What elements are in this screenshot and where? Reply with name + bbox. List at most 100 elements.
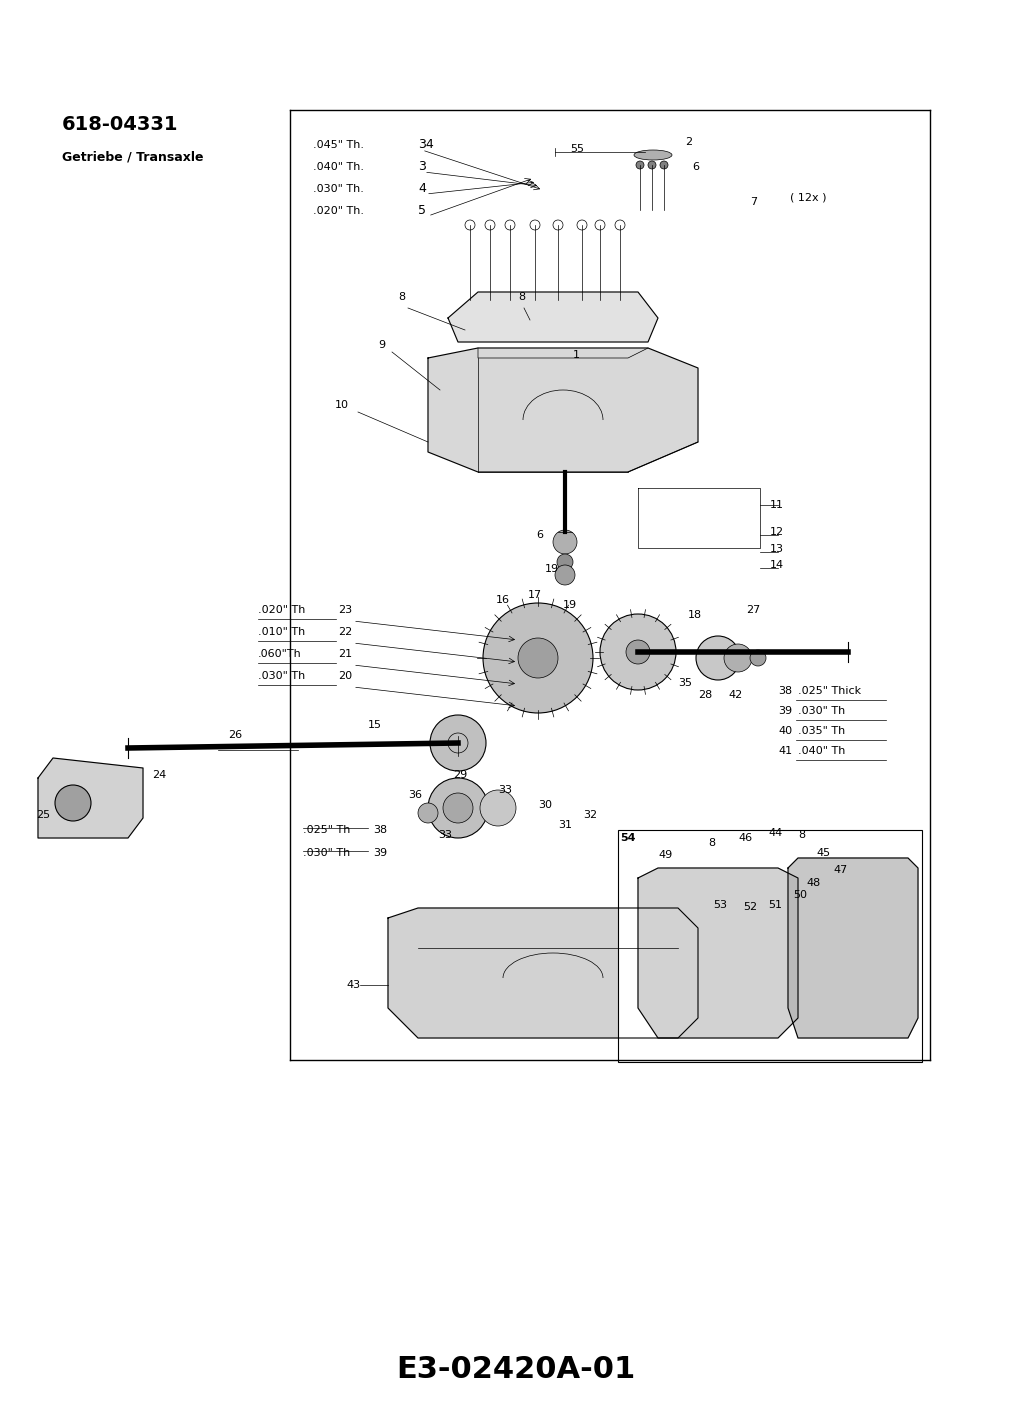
Text: 28: 28: [698, 691, 712, 701]
Circle shape: [648, 161, 656, 169]
Bar: [618, 830, 922, 1061]
Circle shape: [696, 637, 740, 681]
Text: 23: 23: [338, 605, 352, 615]
Text: 19: 19: [563, 600, 577, 610]
Text: 19: 19: [545, 564, 559, 574]
Circle shape: [557, 554, 573, 570]
Circle shape: [660, 161, 668, 169]
Text: .020" Th.: .020" Th.: [313, 206, 364, 216]
Text: .040" Th.: .040" Th.: [313, 162, 364, 172]
Text: 36: 36: [408, 790, 422, 800]
Text: E3-02420A-01: E3-02420A-01: [396, 1356, 636, 1384]
Text: 43: 43: [346, 980, 360, 990]
Text: .010" Th: .010" Th: [258, 627, 305, 637]
Text: 5: 5: [418, 205, 426, 217]
Text: .025" Thick: .025" Thick: [798, 686, 861, 696]
Text: .020" Th: .020" Th: [258, 605, 305, 615]
Text: 22: 22: [338, 627, 352, 637]
Text: ( 12x ): ( 12x ): [791, 192, 827, 202]
Text: 33: 33: [498, 784, 512, 794]
Text: 10: 10: [335, 399, 349, 411]
Text: 21: 21: [338, 649, 352, 659]
Circle shape: [518, 638, 558, 678]
Text: 40: 40: [778, 726, 793, 736]
Text: 25: 25: [36, 810, 51, 820]
Text: 47: 47: [833, 865, 847, 875]
Text: 46: 46: [738, 833, 752, 843]
Text: 9: 9: [378, 340, 385, 350]
Text: 38: 38: [778, 686, 793, 696]
Circle shape: [430, 715, 486, 772]
Text: 41: 41: [778, 746, 793, 756]
Text: 32: 32: [583, 810, 598, 820]
Text: 54: 54: [620, 833, 636, 843]
Text: 4: 4: [418, 182, 426, 195]
Circle shape: [553, 530, 577, 554]
Text: 55: 55: [570, 144, 584, 153]
Circle shape: [480, 790, 516, 826]
Circle shape: [600, 614, 676, 691]
Text: 35: 35: [678, 678, 692, 688]
Polygon shape: [448, 291, 658, 342]
Text: 48: 48: [806, 878, 820, 888]
Text: .030" Th: .030" Th: [303, 848, 350, 858]
Text: 20: 20: [338, 671, 352, 681]
Text: 2: 2: [685, 136, 692, 146]
Circle shape: [636, 161, 644, 169]
Text: 26: 26: [228, 730, 243, 740]
Text: 38: 38: [373, 826, 387, 836]
Text: .045" Th.: .045" Th.: [313, 141, 364, 151]
Text: .060"Th: .060"Th: [258, 649, 301, 659]
Polygon shape: [788, 858, 918, 1037]
Text: 29: 29: [453, 770, 467, 780]
Circle shape: [418, 803, 438, 823]
Text: 6: 6: [692, 162, 699, 172]
Text: 8: 8: [798, 830, 805, 840]
Text: 53: 53: [713, 899, 727, 909]
Polygon shape: [38, 757, 143, 838]
Text: 30: 30: [538, 800, 552, 810]
Text: 618-04331: 618-04331: [62, 115, 179, 134]
Circle shape: [724, 644, 752, 672]
Text: 14: 14: [770, 560, 784, 570]
Text: 52: 52: [743, 902, 757, 912]
Text: 39: 39: [373, 848, 387, 858]
Text: 42: 42: [728, 691, 742, 701]
Circle shape: [483, 603, 593, 713]
Text: 3: 3: [418, 161, 426, 173]
Text: 31: 31: [558, 820, 572, 830]
Text: .040" Th: .040" Th: [798, 746, 845, 756]
Circle shape: [55, 784, 91, 821]
Polygon shape: [638, 868, 798, 1037]
Circle shape: [750, 649, 766, 666]
Polygon shape: [388, 908, 698, 1037]
Text: 8: 8: [518, 291, 525, 303]
Text: 50: 50: [793, 890, 807, 899]
Text: 15: 15: [368, 720, 382, 730]
Text: .025" Th: .025" Th: [303, 826, 351, 836]
Text: 33: 33: [438, 830, 452, 840]
Text: .030" Th: .030" Th: [798, 706, 845, 716]
Text: .030" Th: .030" Th: [258, 671, 305, 681]
Text: 45: 45: [816, 848, 830, 858]
Text: 24: 24: [152, 770, 166, 780]
Text: 17: 17: [528, 590, 542, 600]
Text: 44: 44: [768, 828, 782, 838]
Text: .035" Th: .035" Th: [798, 726, 845, 736]
Text: 8: 8: [708, 838, 715, 848]
Ellipse shape: [634, 151, 672, 161]
Text: 27: 27: [746, 605, 761, 615]
Text: 39: 39: [778, 706, 793, 716]
Text: 7: 7: [750, 198, 757, 207]
Circle shape: [428, 779, 488, 838]
Text: 49: 49: [658, 850, 672, 860]
Polygon shape: [428, 348, 698, 472]
Text: 11: 11: [770, 500, 784, 510]
Text: 13: 13: [770, 544, 784, 554]
Text: 51: 51: [768, 899, 782, 909]
Text: .030" Th.: .030" Th.: [313, 183, 364, 195]
Text: 12: 12: [770, 527, 784, 537]
Text: 34: 34: [418, 138, 433, 151]
Text: 1: 1: [573, 350, 580, 360]
Text: Getriebe / Transaxle: Getriebe / Transaxle: [62, 151, 203, 163]
